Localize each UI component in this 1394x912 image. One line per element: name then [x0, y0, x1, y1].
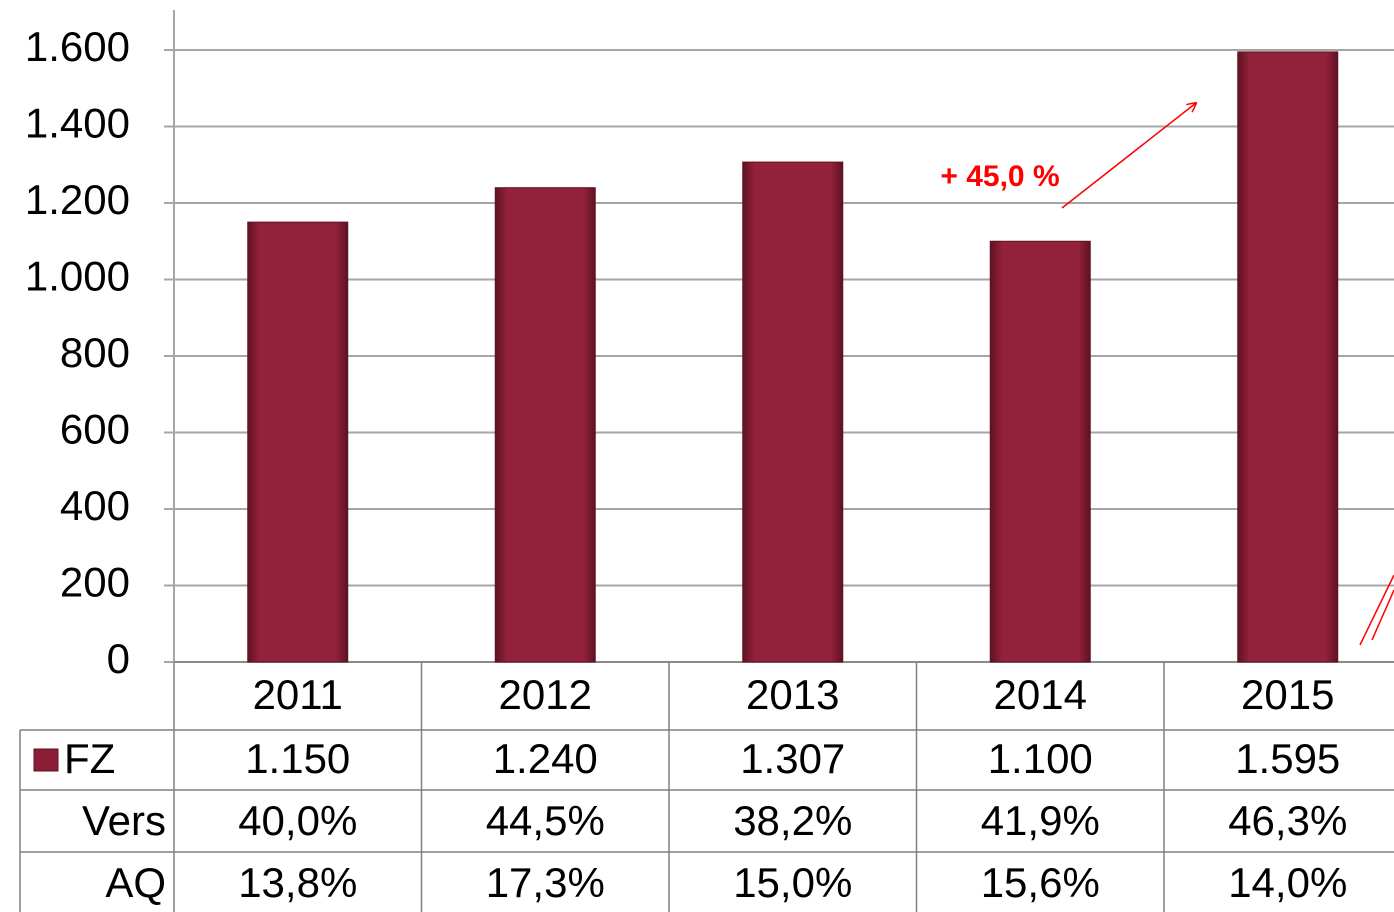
table-cell: 17,3%	[486, 859, 605, 906]
table-cell: 15,0%	[733, 859, 852, 906]
legend-key	[33, 748, 59, 772]
table-cell: 1.595	[1235, 735, 1340, 782]
table-cell: 38,2%	[733, 797, 852, 844]
x-tick-label: 2014	[994, 671, 1087, 718]
table-cell: 1.150	[245, 735, 350, 782]
x-tick-label: 2011	[253, 671, 343, 718]
legend-label: FZ	[64, 735, 115, 782]
annotation: + 45,0 %	[940, 160, 1059, 193]
x-tick-label: 2013	[746, 671, 839, 718]
table-cell: 1.100	[988, 735, 1093, 782]
bar	[1237, 51, 1339, 663]
y-tick-label: 600	[60, 406, 130, 453]
table-cell: 1.240	[493, 735, 598, 782]
table-cell: 46,3%	[1228, 797, 1347, 844]
bar	[989, 240, 1091, 663]
table-cell: 1.307	[740, 735, 845, 782]
arrow	[1371, 589, 1394, 641]
bar	[742, 161, 844, 663]
y-tick-label: 1.200	[25, 176, 130, 223]
y-tick-label: 1.000	[25, 253, 130, 300]
y-tick-label: 1.400	[25, 100, 130, 147]
y-tick-label: 0	[107, 635, 130, 682]
table-cell: 15,6%	[981, 859, 1100, 906]
row-label: Vers	[82, 797, 166, 844]
table-cell: 41,9%	[981, 797, 1100, 844]
table-cell: 44,5%	[486, 797, 605, 844]
y-tick-label: 1.600	[25, 23, 130, 70]
table-cell: 40,0%	[238, 797, 357, 844]
arrow	[1061, 103, 1196, 209]
bar	[494, 187, 596, 663]
bar	[247, 221, 349, 663]
arrow	[1359, 574, 1394, 646]
y-tick-label: 800	[60, 329, 130, 376]
y-tick-label: 200	[60, 559, 130, 606]
x-tick-label: 2012	[499, 671, 592, 718]
table-cell: 13,8%	[238, 859, 357, 906]
row-label: AQ	[105, 859, 166, 906]
x-tick-label: 2015	[1241, 671, 1334, 718]
y-tick-label: 400	[60, 482, 130, 529]
table-cell: 14,0%	[1228, 859, 1347, 906]
